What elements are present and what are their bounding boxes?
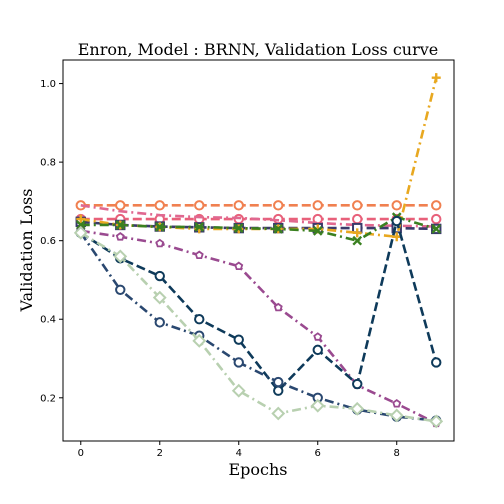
series-line: [80, 204, 437, 228]
data-point: [231, 383, 246, 398]
data-point: [154, 200, 165, 211]
series-line: [80, 215, 437, 242]
data-point: [75, 220, 86, 230]
data-point: [350, 401, 365, 416]
y-tick-label: 1.0: [40, 79, 56, 90]
series-4: [76, 73, 441, 242]
y-axis: 0.2 0.4 0.6 0.8 1.0: [40, 79, 63, 404]
x-axis: 0 2 4 6 8: [78, 441, 400, 459]
data-point: [115, 200, 126, 211]
series-0: [75, 200, 442, 211]
data-point: [273, 376, 284, 388]
data-point: [431, 224, 442, 234]
x-tick-label: 0: [78, 448, 84, 459]
data-point: [312, 344, 323, 356]
series-2: [80, 204, 437, 228]
data-point: [115, 220, 126, 230]
data-point: [194, 200, 205, 211]
data-point: [233, 223, 244, 233]
data-point: [352, 228, 362, 238]
data-point: [431, 200, 442, 211]
plot-area: [73, 73, 444, 429]
series-line: [79, 232, 437, 422]
data-point: [273, 385, 284, 396]
y-tick-label: 0.6: [40, 236, 56, 247]
data-point: [115, 232, 125, 241]
data-point: [194, 314, 205, 325]
series-7: [75, 215, 442, 396]
data-point: [392, 232, 402, 242]
series-line: [80, 219, 438, 393]
y-tick-label: 0.8: [40, 158, 56, 169]
data-point: [352, 235, 363, 246]
data-point: [431, 73, 441, 83]
data-point: [233, 200, 244, 211]
data-point: [234, 261, 244, 271]
data-point: [152, 290, 167, 305]
series-9: [73, 225, 444, 429]
data-point: [352, 378, 363, 390]
data-point: [352, 200, 363, 211]
x-tick-label: 2: [157, 448, 163, 459]
data-point: [312, 200, 323, 211]
data-point: [273, 224, 284, 234]
data-point: [273, 200, 284, 211]
data-point: [155, 238, 165, 248]
data-point: [391, 200, 402, 211]
chart-title: Enron, Model : BRNN, Validation Loss cur…: [78, 40, 439, 59]
data-point: [233, 334, 244, 345]
series-line: [80, 77, 438, 239]
data-point: [233, 357, 244, 368]
data-point: [271, 406, 286, 421]
data-point: [194, 222, 205, 232]
data-point: [429, 414, 444, 429]
data-point: [73, 225, 88, 240]
y-tick-label: 0.4: [40, 315, 56, 326]
series-line: [80, 231, 437, 423]
x-axis-label: Epochs: [228, 460, 287, 479]
x-tick-label: 6: [315, 448, 321, 459]
x-tick-label: 4: [236, 448, 242, 459]
data-point: [313, 332, 323, 341]
y-axis-label: Validation Loss: [17, 189, 36, 313]
data-point: [154, 270, 165, 282]
data-point: [154, 222, 165, 232]
y-tick-label: 0.2: [40, 393, 56, 404]
data-point: [391, 215, 402, 227]
data-point: [389, 408, 404, 423]
data-point: [76, 214, 86, 224]
data-point: [194, 250, 204, 260]
series-8: [75, 227, 442, 426]
series-line: [80, 229, 437, 425]
plot-frame: [62, 59, 455, 442]
data-point: [431, 213, 442, 225]
data-point: [192, 333, 207, 348]
data-point: [113, 249, 128, 264]
data-point: [310, 398, 325, 413]
series-6: [76, 226, 441, 428]
data-point: [431, 357, 442, 368]
data-point: [352, 213, 363, 225]
data-point: [392, 398, 402, 408]
data-point: [115, 284, 126, 295]
x-tick-label: 8: [394, 448, 400, 459]
data-point: [312, 226, 323, 236]
data-point: [273, 302, 283, 312]
data-point: [154, 317, 165, 328]
